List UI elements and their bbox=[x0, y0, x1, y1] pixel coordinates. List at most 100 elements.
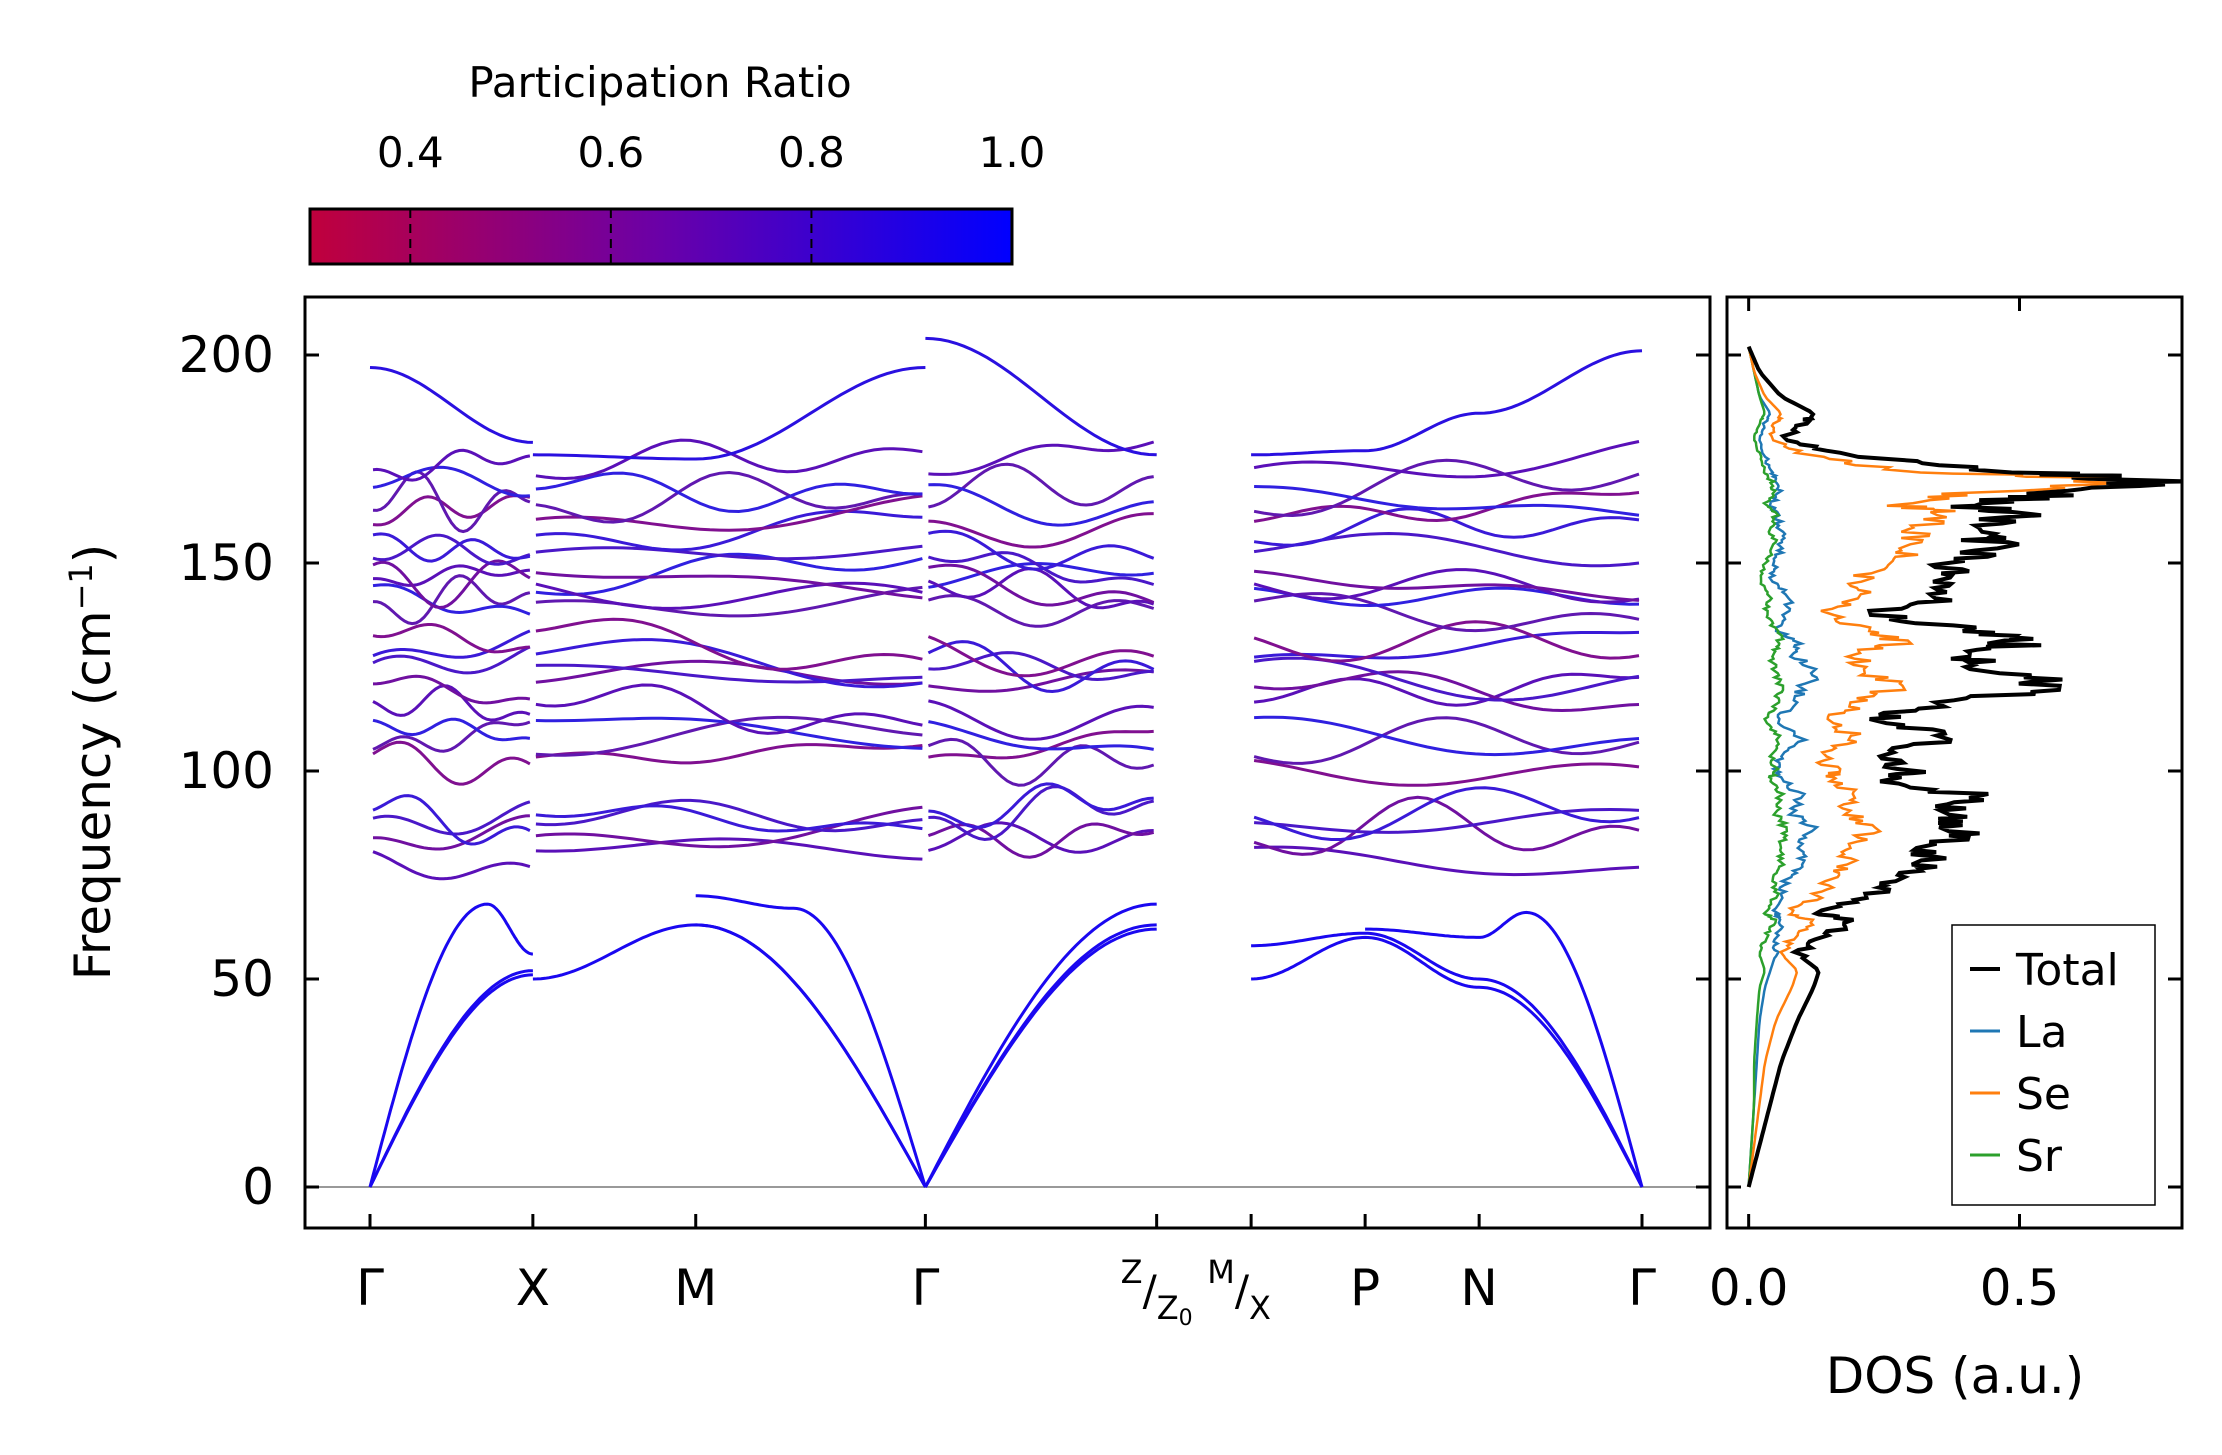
optical-band bbox=[1253, 716, 1640, 765]
optical-band bbox=[535, 804, 923, 833]
optical-band bbox=[928, 729, 1154, 760]
acoustic-branch bbox=[1365, 910, 1644, 1188]
legend-box bbox=[1951, 924, 2156, 1206]
frequency-axis-title: Frequency (cm−1) bbox=[62, 544, 122, 981]
k-label-part: / bbox=[1143, 1266, 1158, 1315]
optical-band bbox=[535, 837, 923, 861]
band-lines bbox=[368, 336, 1644, 1188]
optical-band bbox=[1253, 568, 1640, 604]
kpath-axis: Γ X M Γ Z/Z0M/X P N Γ bbox=[356, 1214, 1656, 1331]
dos-x-tick-label: 0.5 bbox=[1980, 1259, 2060, 1317]
optical-band bbox=[927, 567, 1155, 610]
optical-band bbox=[928, 529, 1155, 571]
optical-band bbox=[1253, 507, 1640, 547]
legend-label: Sr bbox=[2016, 1131, 2063, 1182]
legend-label: Total bbox=[2015, 945, 2119, 996]
colorbar-tick-label: 0.4 bbox=[377, 128, 444, 177]
dos-line-se bbox=[1747, 346, 2117, 1188]
optical-band bbox=[372, 448, 531, 482]
k-label-z-z0: Z/Z0 bbox=[1121, 1253, 1193, 1331]
optical-band bbox=[535, 509, 923, 552]
y-tick-label: 150 bbox=[179, 534, 274, 592]
optical-band bbox=[1253, 630, 1640, 660]
k-label-part: Z bbox=[1157, 1289, 1179, 1327]
k-label: P bbox=[1350, 1259, 1380, 1317]
optical-band bbox=[372, 717, 531, 742]
k-label: Γ bbox=[911, 1259, 939, 1317]
k-label: M bbox=[674, 1259, 717, 1317]
optical-band bbox=[928, 668, 1154, 693]
acoustic-branch bbox=[368, 969, 533, 1188]
acoustic-branch bbox=[695, 894, 927, 1188]
y-tick-label: 100 bbox=[179, 742, 274, 800]
optical-band bbox=[928, 821, 1154, 854]
optical-band bbox=[372, 645, 531, 675]
colorbar: Participation Ratio 0.4 0.6 0.8 1.0 bbox=[308, 58, 1046, 266]
acoustic-branch bbox=[1251, 935, 1644, 1188]
colorbar-tick-label: 0.8 bbox=[778, 128, 845, 177]
optical-band bbox=[535, 585, 923, 618]
k-label-m-x: M/X bbox=[1207, 1253, 1271, 1327]
optical-band bbox=[535, 805, 923, 849]
optical-band bbox=[372, 574, 531, 626]
frequency-axis: 0 50 100 150 200 bbox=[179, 326, 1710, 1216]
optical-band bbox=[927, 594, 1155, 628]
optical-band bbox=[535, 544, 923, 561]
optical-band bbox=[535, 659, 923, 686]
acoustic-branch bbox=[924, 923, 1157, 1188]
dos-legend: Total La Se Sr bbox=[1951, 924, 2156, 1206]
k-label-part: X bbox=[1249, 1289, 1271, 1327]
acoustic-branch bbox=[532, 923, 927, 1188]
optical-band bbox=[1253, 620, 1640, 663]
k-label: Γ bbox=[1628, 1259, 1656, 1317]
k-label-part: / bbox=[1235, 1266, 1250, 1315]
optical-band bbox=[535, 471, 923, 514]
ylabel-end: ) bbox=[64, 544, 122, 564]
optical-band bbox=[372, 850, 531, 881]
optical-band bbox=[928, 561, 1154, 589]
optical-band bbox=[1254, 807, 1640, 834]
optical-band bbox=[1253, 795, 1640, 856]
optical-band bbox=[1254, 845, 1640, 877]
optical-band bbox=[372, 623, 530, 654]
optical-band bbox=[1253, 569, 1640, 602]
optical-band bbox=[928, 699, 1154, 741]
k-label: Γ bbox=[356, 1259, 384, 1317]
top-branch bbox=[1251, 349, 1643, 457]
colorbar-ticks: 0.4 0.6 0.8 1.0 bbox=[377, 128, 1046, 264]
legend-label: La bbox=[2016, 1007, 2067, 1058]
optical-band bbox=[372, 629, 531, 659]
colorbar-tick-label: 1.0 bbox=[979, 128, 1046, 177]
acoustic-branch bbox=[924, 902, 1157, 1188]
optical-band bbox=[372, 740, 531, 786]
top-branch bbox=[369, 366, 533, 444]
optical-band bbox=[373, 814, 530, 851]
optical-band bbox=[927, 551, 1155, 586]
acoustic-branch bbox=[368, 902, 533, 1188]
optical-band bbox=[535, 470, 923, 524]
top-branch bbox=[925, 336, 1157, 457]
dos-axes: 0.0 0.5 bbox=[1709, 297, 2182, 1317]
optical-band bbox=[372, 583, 531, 616]
optical-band bbox=[927, 635, 1155, 678]
optical-band bbox=[535, 581, 923, 610]
y-tick-label: 200 bbox=[179, 326, 274, 384]
optical-band bbox=[1253, 491, 1640, 523]
dos-plot-frame bbox=[1725, 295, 2184, 1230]
optical-band bbox=[535, 494, 923, 532]
k-label-part: 0 bbox=[1179, 1306, 1193, 1331]
optical-band bbox=[372, 465, 531, 498]
optical-band bbox=[372, 533, 531, 566]
k-label: X bbox=[516, 1259, 550, 1317]
colorbar-title: Participation Ratio bbox=[468, 58, 851, 107]
acoustic-branch bbox=[368, 973, 533, 1188]
band-plot-frame bbox=[303, 295, 1712, 1230]
dos-lines bbox=[1746, 345, 2182, 1188]
optical-band bbox=[1253, 759, 1640, 787]
optical-band bbox=[372, 684, 531, 722]
optical-band bbox=[928, 785, 1155, 842]
ylabel-superscript: −1 bbox=[62, 563, 100, 610]
optical-band bbox=[1253, 458, 1640, 518]
